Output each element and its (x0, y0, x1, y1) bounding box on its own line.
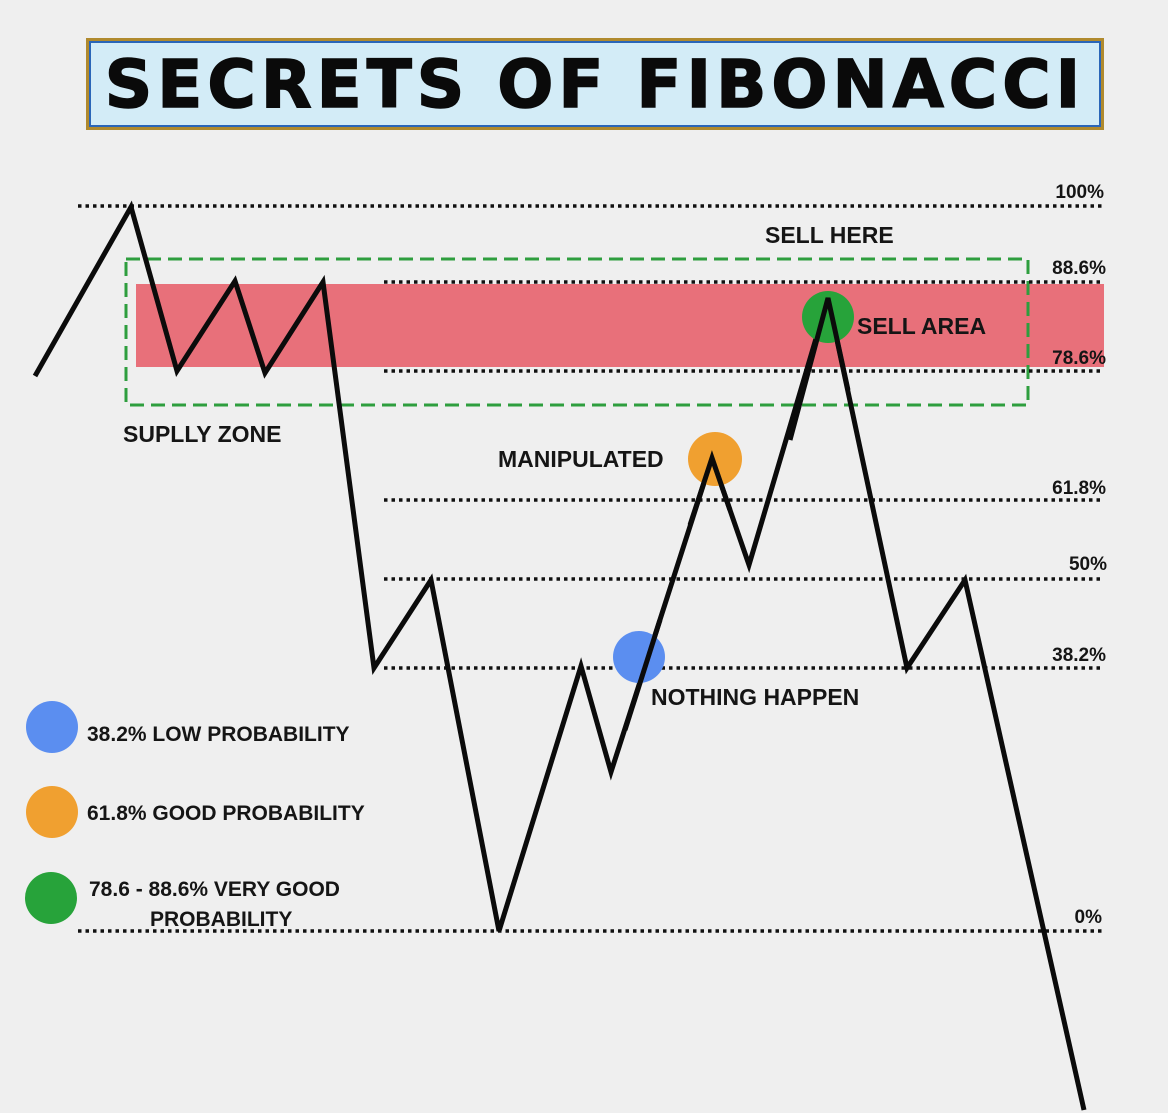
supply-zone-label: SUPLLY ZONE (123, 421, 281, 447)
page-title: SECRETS OF FIBONACCI (104, 45, 1086, 124)
legend-very-good-line1: 78.6 - 88.6% VERY GOOD (89, 878, 340, 901)
legend-orange-dot (26, 786, 78, 838)
level-label-38-2: 38.2% (1052, 645, 1106, 666)
level-label-0: 0% (1075, 907, 1103, 928)
price-path-overlay-2 (687, 450, 733, 526)
level-lines (78, 204, 1104, 933)
price-path-overlay (787, 297, 851, 441)
title-banner: SECRETS OF FIBONACCI (86, 38, 1104, 130)
level-label-88-6: 88.6% (1052, 258, 1106, 279)
legend: 38.2% LOW PROBABILITY 61.8% GOOD PROBABI… (25, 701, 365, 931)
manipulated-label: MANIPULATED (498, 446, 664, 472)
level-label-50: 50% (1069, 554, 1107, 575)
legend-low-probability: 38.2% LOW PROBABILITY (87, 723, 350, 746)
sell-here-label: SELL HERE (765, 222, 894, 248)
price-path-overlay-3 (622, 619, 663, 731)
price-path (32, 200, 1087, 1111)
nothing-happen-label: NOTHING HAPPEN (651, 684, 859, 710)
legend-good-probability: 61.8% GOOD PROBABILITY (87, 802, 365, 825)
level-label-100: 100% (1055, 182, 1104, 203)
level-label-78-6: 78.6% (1052, 348, 1106, 369)
legend-green-dot (25, 872, 77, 924)
legend-blue-dot (26, 701, 78, 753)
sell-marker-dot (802, 291, 854, 343)
level-label-61-8: 61.8% (1052, 478, 1106, 499)
sell-area-label: SELL AREA (857, 313, 986, 339)
nothing-happen-marker-dot (613, 631, 665, 683)
supply-zone-box (124, 257, 1030, 407)
legend-very-good-line2: PROBABILITY (150, 908, 292, 931)
manipulated-marker-dot (688, 432, 742, 486)
